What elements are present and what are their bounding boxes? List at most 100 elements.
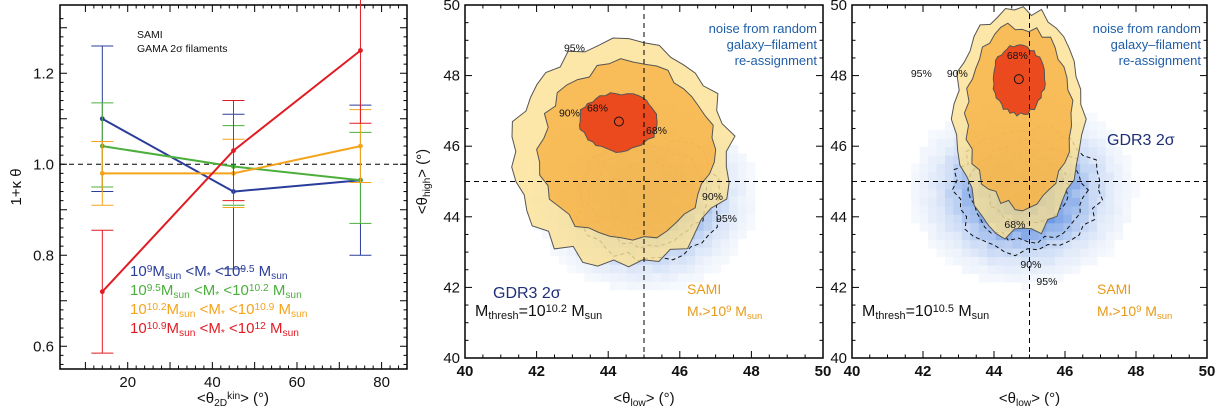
x-axis-label-part: > (°): [240, 390, 269, 407]
heat-cell: [1088, 155, 1098, 165]
heat-cell: [609, 281, 619, 291]
heat-cell: [1080, 188, 1090, 198]
heat-cell: [1097, 146, 1107, 156]
sami-level-label: 95%: [911, 68, 932, 80]
heat-cell: [1088, 163, 1098, 173]
heat-cell: [1114, 188, 1123, 198]
heat-cell: [1122, 205, 1132, 215]
heat-cell: [1021, 231, 1030, 241]
y-tick-label: 42: [830, 279, 847, 296]
heat-cell: [1063, 248, 1073, 258]
heat-cell: [961, 265, 971, 274]
heat-cell: [961, 197, 971, 207]
heat-cell: [961, 180, 971, 190]
y-tick-label: 42: [443, 279, 460, 296]
heat-cell: [1114, 163, 1123, 173]
heat-cell: [1063, 231, 1073, 241]
y-tick-label: 44: [443, 209, 460, 226]
heat-cell: [720, 221, 730, 231]
heat-cell: [919, 163, 929, 173]
gdr3-label: GDR3 2σ: [493, 285, 561, 302]
heat-cell: [987, 273, 997, 283]
heat-cell: [1114, 197, 1123, 207]
heat-cell: [746, 170, 756, 180]
heat-cell: [928, 214, 938, 224]
heat-cell: [550, 247, 560, 257]
heat-cell: [953, 222, 963, 232]
heat-cell: [953, 256, 963, 266]
heat-cell: [1080, 129, 1090, 139]
noise-text: galaxy–filament: [727, 37, 818, 52]
y-tick-label: 1.2: [33, 65, 54, 82]
heat-cell: [928, 205, 938, 215]
heat-cell: [720, 196, 730, 206]
heat-cell: [1122, 188, 1132, 198]
heat-cell: [928, 155, 938, 165]
heat-cell: [1105, 180, 1115, 190]
heat-cell: [1114, 155, 1123, 165]
x-tick-label: 40: [204, 374, 221, 391]
heat-cell: [695, 255, 705, 265]
legend-entry-part: sun: [291, 309, 307, 320]
heat-cell: [541, 230, 551, 240]
data-point: [358, 143, 363, 149]
heat-cell: [729, 187, 739, 197]
legend-entry: 1010.9Msun <M* <1012 Msun: [130, 320, 299, 339]
panel-heatmap-2: 95% 90% 68% 68% 90% 95% 40 42 44 46 48 50 40 42 44 46 48…: [830, 0, 1215, 409]
heat-cell: [1080, 197, 1090, 207]
heat-cell: [936, 231, 946, 241]
heat-cell: [558, 247, 568, 257]
sami-contour: [578, 92, 658, 154]
gdr3-label: GDR3 2σ: [1107, 132, 1175, 149]
heat-cell: [652, 264, 662, 274]
heat-cell: [1122, 197, 1132, 207]
heat-cell: [712, 264, 722, 274]
heat-cell: [584, 264, 594, 274]
sami-mass-label-part: sun: [747, 311, 762, 322]
x-axis-label: <θlow> (°): [613, 390, 674, 409]
legend-entry-part: 10: [130, 282, 147, 299]
heat-cell: [1071, 205, 1081, 215]
heat-cell: [1105, 188, 1115, 198]
heat-cell: [626, 281, 636, 291]
heat-cell: [737, 213, 747, 223]
heat-cell: [661, 264, 671, 274]
heat-cell: [970, 222, 980, 232]
heat-cell: [961, 188, 971, 198]
heat-cell: [1021, 281, 1030, 291]
heat-cell: [928, 163, 938, 173]
heat-cell: [1071, 265, 1081, 274]
heat-cell: [919, 172, 929, 181]
heat-cell: [953, 231, 963, 241]
heat-cell: [1063, 197, 1073, 207]
mthresh-label-part: =10: [519, 303, 546, 320]
heat-cell: [1114, 172, 1123, 181]
heat-cell: [558, 255, 568, 265]
heat-cell: [1054, 248, 1064, 258]
heat-cell: [936, 222, 946, 232]
y-axis-label-part: <θ: [414, 197, 431, 214]
heat-cell: [1105, 155, 1115, 165]
heat-cell: [737, 153, 747, 163]
x-tick-label: 48: [743, 363, 760, 380]
heat-cell: [928, 188, 938, 198]
heat-cell: [978, 239, 988, 249]
heat-cell: [737, 204, 747, 214]
gdr3-level-label: 68%: [646, 125, 667, 137]
x-axis-label-part: > (°): [1031, 390, 1060, 407]
heat-cell: [953, 188, 963, 198]
legend-entry-part: 9.5: [147, 283, 161, 294]
heat-cell: [1088, 222, 1098, 232]
legend-entry-part: 10: [130, 320, 147, 337]
heat-cell: [678, 281, 688, 291]
heat-cell: [995, 273, 1005, 283]
x-axis-label: <θ2Dkin> (°): [197, 390, 269, 409]
legend-entry-part: sun: [285, 290, 301, 301]
data-point: [231, 148, 236, 154]
heat-cell: [1088, 256, 1098, 266]
data-point: [99, 170, 105, 176]
heat-cell: [1097, 205, 1107, 215]
heat-cell: [970, 265, 980, 274]
x-tick-label: 80: [373, 374, 390, 391]
heat-cell: [953, 163, 963, 173]
